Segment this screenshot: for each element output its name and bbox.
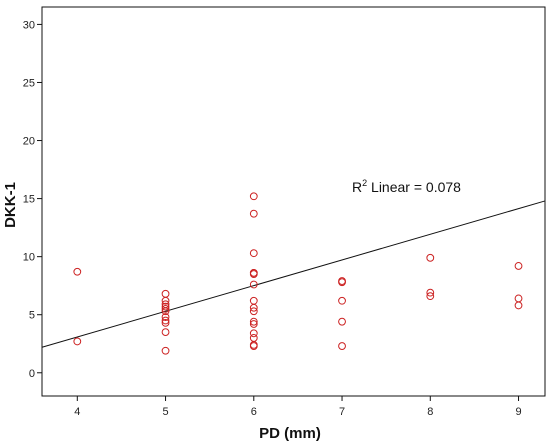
plot-area: 4 5 6 7 8 9 0 5 10 15 20 25 30 [23, 6, 546, 418]
data-point [514, 301, 523, 310]
x-tick-label: 4 [74, 406, 80, 418]
linear-fit-line [41, 200, 546, 348]
data-point [338, 317, 346, 326]
r-squared-annotation-r: R [352, 179, 362, 195]
data-point [249, 249, 258, 258]
data-point [161, 328, 170, 337]
x-axis: 4 5 6 7 8 9 [74, 396, 522, 418]
data-point [249, 269, 258, 277]
r-squared-annotation: R2 Linear = 0.078 [352, 178, 461, 195]
data-point [249, 209, 258, 218]
data-point [338, 342, 346, 350]
data-point [426, 288, 435, 297]
y-tick-label: 0 [29, 368, 35, 380]
x-tick-label: 9 [515, 406, 521, 418]
data-point [514, 262, 523, 270]
data-point [249, 280, 258, 289]
data-point [161, 346, 170, 355]
y-tick-label: 5 [29, 310, 35, 322]
data-point [249, 320, 258, 328]
data-point [338, 296, 346, 305]
plot-frame [41, 6, 546, 397]
x-tick-label: 6 [251, 406, 257, 418]
data-points [73, 192, 523, 355]
data-point [161, 296, 170, 305]
data-point [161, 305, 170, 313]
r-squared-annotation-sup: 2 [362, 178, 367, 188]
y-axis: 0 5 10 15 20 25 30 [23, 19, 42, 380]
y-tick-label: 15 [23, 194, 35, 206]
data-point [338, 278, 346, 287]
data-point [249, 342, 258, 350]
x-axis-title: PD (mm) [259, 425, 321, 442]
data-point [161, 302, 170, 311]
y-tick-label: 20 [23, 136, 35, 148]
data-point [426, 292, 435, 301]
data-point [161, 316, 170, 325]
data-point [161, 313, 170, 321]
y-axis-title: DKK-1 [2, 182, 19, 228]
data-point [73, 337, 82, 346]
data-point [249, 329, 258, 338]
data-point [249, 307, 258, 316]
x-tick-label: 8 [427, 406, 433, 418]
data-point [249, 296, 258, 305]
r-squared-annotation-value: Linear = 0.078 [367, 179, 461, 195]
x-tick-label: 5 [162, 406, 168, 418]
data-point [249, 192, 258, 201]
y-tick-label: 10 [23, 252, 35, 264]
data-point [161, 318, 170, 327]
data-point [426, 253, 435, 262]
data-point [161, 300, 170, 309]
x-tick-label: 7 [339, 406, 345, 418]
y-tick-label: 30 [23, 19, 35, 31]
data-point [249, 317, 258, 326]
data-point [73, 267, 82, 276]
y-tick-label: 25 [23, 77, 35, 89]
